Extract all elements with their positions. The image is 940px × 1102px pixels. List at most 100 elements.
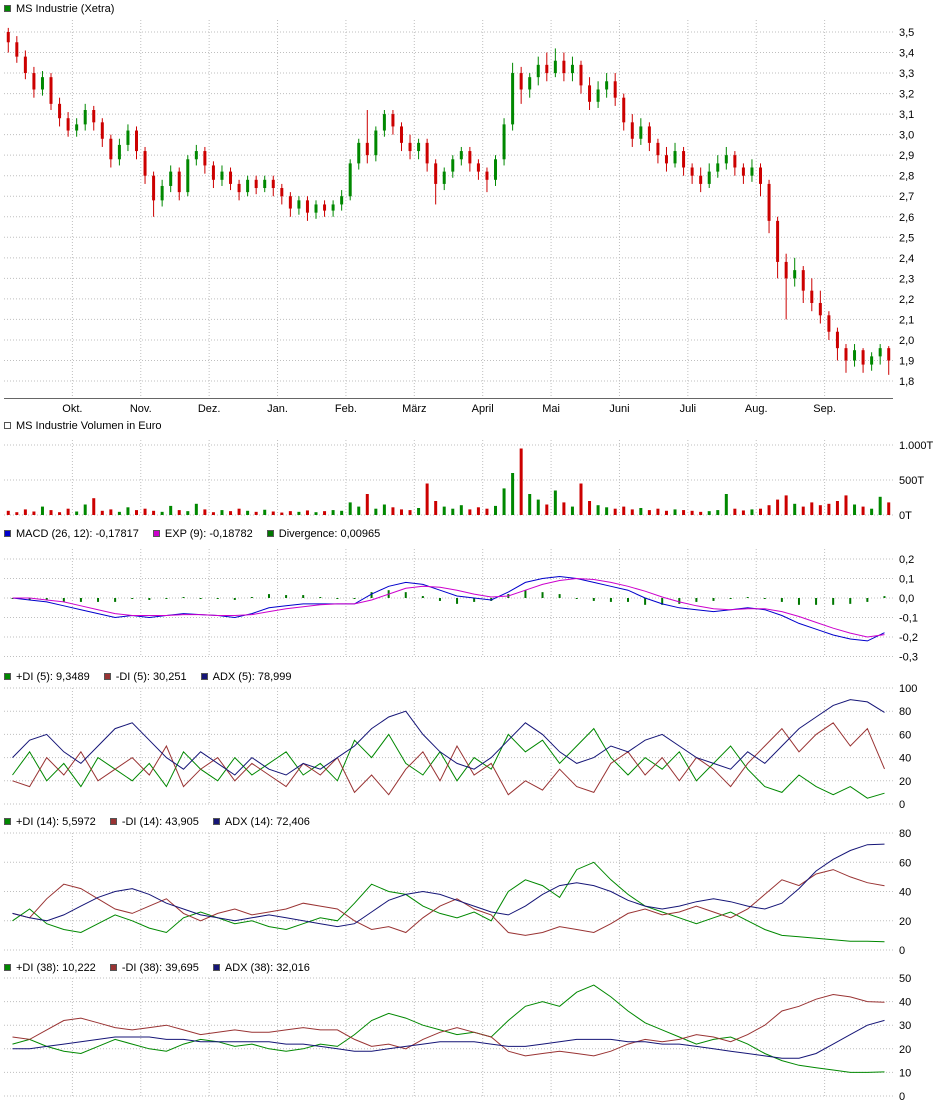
- svg-text:Jan.: Jan.: [267, 403, 288, 415]
- svg-text:2,6: 2,6: [899, 212, 914, 224]
- svg-text:3,4: 3,4: [899, 48, 914, 60]
- svg-text:1,8: 1,8: [899, 376, 914, 388]
- macd-panel-legend: MACD (26, 12): -0,17817 EXP (9): -0,1878…: [4, 527, 394, 540]
- minus-di14-legend-item: -DI (14): 43,905: [109, 815, 199, 828]
- svg-text:0: 0: [899, 799, 905, 811]
- minus-di38-legend-label: -DI (38): 39,695: [121, 961, 199, 974]
- adx5-legend-label: ADX (5): 78,999: [212, 670, 292, 683]
- svg-text:2,1: 2,1: [899, 314, 914, 326]
- svg-text:Mai: Mai: [542, 403, 560, 415]
- svg-text:Okt.: Okt.: [62, 403, 82, 415]
- svg-text:40: 40: [899, 887, 911, 899]
- svg-text:2,0: 2,0: [899, 335, 914, 347]
- plus-di5-legend-label: +DI (5): 9,3489: [16, 670, 90, 683]
- divergence-legend-item: Divergence: 0,00965: [266, 527, 381, 540]
- adx38-legend-item: ADX (38): 32,016: [212, 961, 310, 974]
- svg-text:2,5: 2,5: [899, 232, 914, 244]
- svg-text:2,3: 2,3: [899, 273, 914, 285]
- adx14-legend-item: ADX (14): 72,406: [212, 815, 310, 828]
- volume-panel-title-label: MS Industrie Volumen in Euro: [16, 419, 162, 432]
- adx14-legend-label: ADX (14): 72,406: [224, 815, 310, 828]
- adx5-swatch-icon: [200, 673, 208, 680]
- svg-text:20: 20: [899, 916, 911, 928]
- adx38-legend-label: ADX (38): 32,016: [224, 961, 310, 974]
- svg-text:30: 30: [899, 1020, 911, 1032]
- svg-text:0,1: 0,1: [899, 574, 914, 586]
- grid-and-axes: 3,5 3,4 3,3 3,2 3,1 3,0 2,9 2,8 2,7 2,6 2,5 2,4 2,3 2…: [4, 20, 934, 1102]
- svg-text:Sep.: Sep.: [813, 403, 836, 415]
- svg-text:80: 80: [899, 828, 911, 840]
- svg-text:2,4: 2,4: [899, 253, 914, 265]
- svg-text:-0,3: -0,3: [899, 652, 918, 664]
- svg-text:-0,1: -0,1: [899, 613, 918, 625]
- svg-text:100: 100: [899, 683, 917, 695]
- price-series-swatch-icon: [4, 5, 11, 12]
- svg-text:50: 50: [899, 973, 911, 985]
- plus-di14-legend-label: +DI (14): 5,5972: [16, 815, 96, 828]
- di5-lines: [12, 699, 885, 799]
- svg-text:März: März: [402, 403, 426, 415]
- di38-lines: [12, 984, 885, 1073]
- price-candles-and-volume: [6, 27, 891, 515]
- svg-text:20: 20: [899, 1044, 911, 1056]
- svg-text:2,7: 2,7: [899, 191, 914, 203]
- adx38-swatch-icon: [212, 964, 220, 971]
- svg-text:0,2: 0,2: [899, 554, 914, 566]
- svg-text:2,8: 2,8: [899, 171, 914, 183]
- exp-legend-item: EXP (9): -0,18782: [152, 527, 253, 540]
- svg-text:April: April: [472, 403, 494, 415]
- minus-di5-legend-label: -DI (5): 30,251: [115, 670, 187, 683]
- plus-di14-legend-item: +DI (14): 5,5972: [4, 816, 96, 828]
- minus-di38-swatch-icon: [109, 964, 117, 971]
- svg-text:500T: 500T: [899, 475, 924, 487]
- svg-text:0: 0: [899, 1091, 905, 1102]
- plus-di38-legend-label: +DI (38): 10,222: [16, 961, 96, 974]
- exp-legend-label: EXP (9): -0,18782: [164, 527, 253, 540]
- svg-text:10: 10: [899, 1067, 911, 1079]
- svg-text:80: 80: [899, 706, 911, 718]
- volume-series-swatch-icon: [4, 422, 11, 429]
- svg-text:1.000T: 1.000T: [899, 440, 934, 452]
- svg-text:2,9: 2,9: [899, 150, 914, 162]
- svg-text:1,9: 1,9: [899, 355, 914, 367]
- svg-text:40: 40: [899, 997, 911, 1009]
- price-panel-title-label: MS Industrie (Xetra): [16, 2, 115, 15]
- minus-di5-legend-item: -DI (5): 30,251: [103, 670, 187, 683]
- svg-text:0: 0: [899, 945, 905, 957]
- minus-di5-swatch-icon: [103, 673, 111, 680]
- svg-text:3,0: 3,0: [899, 130, 914, 142]
- plus-di5-legend-item: +DI (5): 9,3489: [4, 671, 90, 683]
- svg-text:60: 60: [899, 729, 911, 741]
- plus-di38-legend-item: +DI (38): 10,222: [4, 962, 96, 974]
- price-panel-title: MS Industrie (Xetra): [4, 2, 114, 15]
- svg-text:-0,2: -0,2: [899, 632, 918, 644]
- svg-text:3,3: 3,3: [899, 68, 914, 80]
- adx5-legend-item: ADX (5): 78,999: [200, 670, 292, 683]
- adx14-swatch-icon: [212, 818, 220, 825]
- minus-di38-legend-item: -DI (38): 39,695: [109, 961, 199, 974]
- svg-text:Feb.: Feb.: [335, 403, 357, 415]
- plus-di14-swatch-icon: [4, 818, 11, 825]
- di38-panel-legend: +DI (38): 10,222 -DI (38): 39,695 ADX (3…: [4, 961, 324, 974]
- divergence-legend-label: Divergence: 0,00965: [278, 527, 381, 540]
- macd-legend-item: MACD (26, 12): -0,17817: [4, 528, 139, 540]
- svg-text:Aug.: Aug.: [745, 403, 768, 415]
- svg-text:Nov.: Nov.: [130, 403, 152, 415]
- macd-legend-label: MACD (26, 12): -0,17817: [16, 527, 139, 540]
- svg-text:60: 60: [899, 857, 911, 869]
- month-labels: Okt. Nov. Dez. Jan. Feb. März April Mai Juni Juli…: [62, 403, 836, 415]
- macd-lines: [12, 575, 885, 642]
- macd-swatch-icon: [4, 530, 11, 537]
- svg-text:2,2: 2,2: [899, 294, 914, 306]
- minus-di14-legend-label: -DI (14): 43,905: [121, 815, 199, 828]
- svg-text:40: 40: [899, 753, 911, 765]
- di5-panel-legend: +DI (5): 9,3489 -DI (5): 30,251 ADX (5):…: [4, 670, 305, 683]
- svg-text:3,5: 3,5: [899, 27, 914, 39]
- plus-di5-swatch-icon: [4, 673, 11, 680]
- svg-text:Juli: Juli: [680, 403, 697, 415]
- svg-text:3,1: 3,1: [899, 109, 914, 121]
- svg-text:Juni: Juni: [609, 403, 629, 415]
- plus-di38-swatch-icon: [4, 964, 11, 971]
